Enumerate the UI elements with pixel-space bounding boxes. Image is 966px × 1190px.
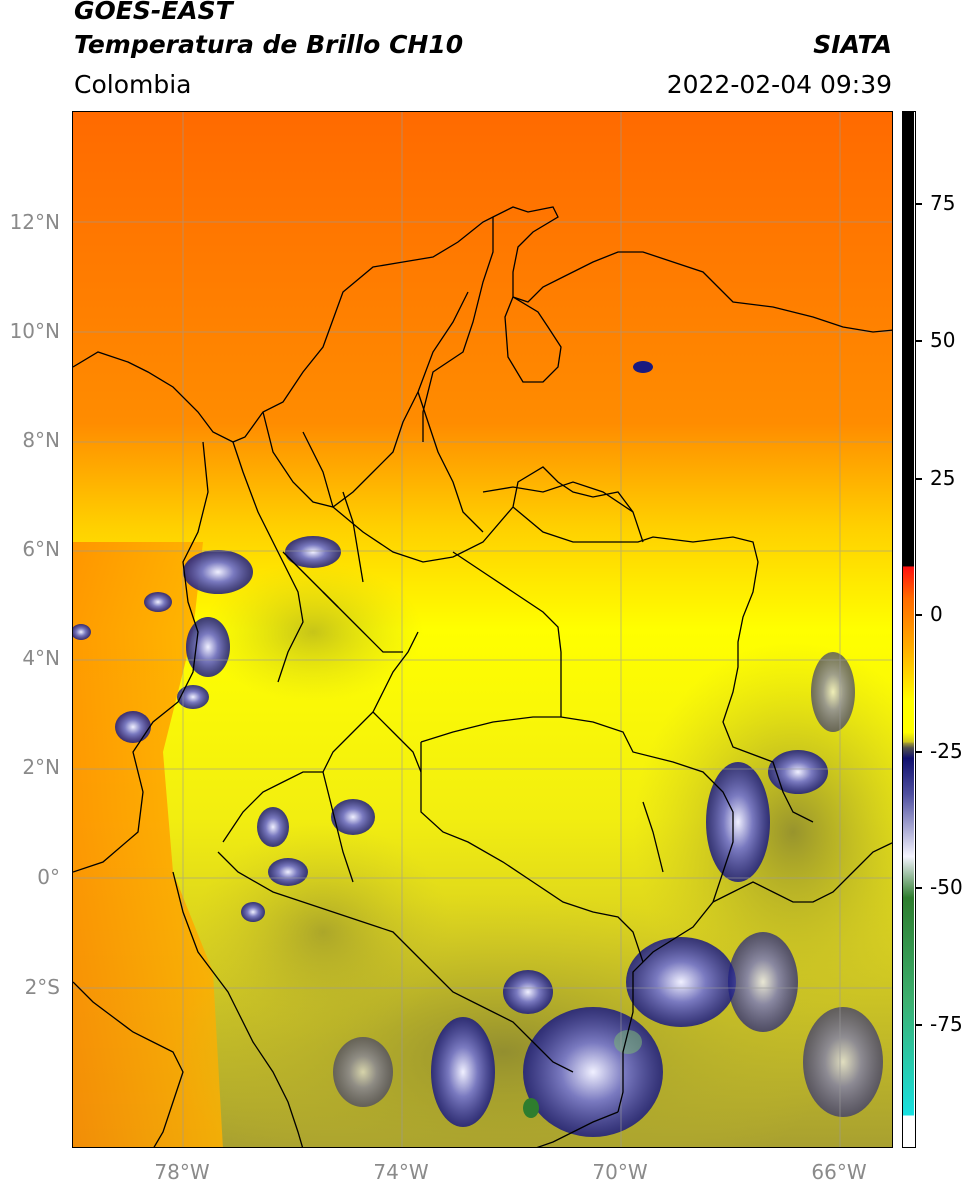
convective-clouds <box>73 361 883 1137</box>
map-panel <box>72 111 893 1148</box>
lon-tick-78w: 78°W <box>154 1160 210 1184</box>
datetime-label: 2022-02-04 09:39 <box>666 70 892 99</box>
colorbar-label-minus25: -25 <box>930 739 963 763</box>
colorbar-tick-mark <box>916 478 922 480</box>
colorbar-tick-mark <box>916 340 922 342</box>
graticule <box>73 112 892 1147</box>
colorbar-label-minus75: -75 <box>930 1012 963 1036</box>
lon-tick-74w: 74°W <box>373 1160 429 1184</box>
lat-tick-4n: 4°N <box>22 646 60 670</box>
lat-tick-2s: 2°S <box>24 975 60 999</box>
colorbar-tick-mark <box>916 751 922 753</box>
lon-tick-70w: 70°W <box>592 1160 648 1184</box>
region-label: Colombia <box>74 70 192 99</box>
lat-tick-0: 0° <box>37 865 60 889</box>
colorbar-label-25: 25 <box>930 466 956 490</box>
colorbar <box>902 111 916 1148</box>
colorbar-label-0: 0 <box>930 602 943 626</box>
colorbar-tick-mark <box>916 887 922 889</box>
colorbar-tick-mark <box>916 203 922 205</box>
satellite-map <box>73 112 892 1147</box>
lat-tick-12n: 12°N <box>9 210 60 234</box>
lat-tick-2n: 2°N <box>22 755 60 779</box>
lat-tick-8n: 8°N <box>22 428 60 452</box>
colorbar-label-50: 50 <box>930 328 956 352</box>
brand-label: SIATA <box>813 30 892 59</box>
coastlines-borders <box>73 206 892 1147</box>
title-product: Temperatura de Brillo CH10 <box>74 30 464 59</box>
colorbar-tick-mark <box>916 614 922 616</box>
lon-tick-66w: 66°W <box>811 1160 867 1184</box>
colorbar-label-75: 75 <box>930 191 956 215</box>
lat-tick-6n: 6°N <box>22 537 60 561</box>
title-satellite: GOES-EAST <box>74 0 233 25</box>
lat-tick-10n: 10°N <box>9 319 60 343</box>
colorbar-gradient <box>903 112 914 1146</box>
pacific-ocean-field <box>73 542 223 1147</box>
colorbar-tick-mark <box>916 1024 922 1026</box>
colorbar-label-minus50: -50 <box>930 875 963 899</box>
